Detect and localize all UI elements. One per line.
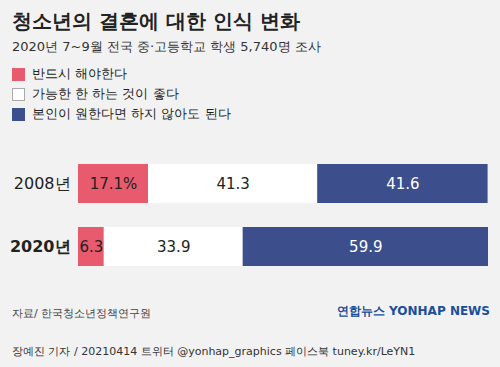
svg-text:2020년: 2020년 [10, 237, 71, 256]
svg-text:2008년: 2008년 [14, 174, 71, 193]
svg-text:41.3: 41.3 [216, 175, 249, 193]
svg-text:41.6: 41.6 [386, 175, 419, 193]
svg-text:6.3: 6.3 [79, 238, 103, 256]
html-text:가능한 한 하는 것이 좋다: 가능한 한 하는 것이 좋다 [32, 86, 179, 101]
html-text:본인이 원한다면 하지 않아도 된다: 본인이 원한다면 하지 않아도 된다 [32, 106, 231, 121]
html-text:장예진 기자 / 20210414 트위터 @yonhap_: 장예진 기자 / 20210414 트위터 @yonhap_graphics 페… [12, 345, 416, 358]
html-text:2020년 7~9월 전국 중·고등학교 학생 5,740명: 2020년 7~9월 전국 중·고등학교 학생 5,740명 조사 [12, 39, 321, 54]
html-text:연합뉴스 YONHAP NEWS: 연합뉴스 YONHAP NEWS [336, 304, 490, 318]
svg-text:59.9: 59.9 [349, 238, 382, 256]
html-text:자료/ 한국청소년정책연구원: 자료/ 한국청소년정책연구원 [12, 307, 152, 320]
html-text:청소년의 결혼에 대한 인식 변화: 청소년의 결혼에 대한 인식 변화 [12, 9, 300, 33]
svg-text:33.9: 33.9 [157, 238, 190, 256]
html-text:반드시 해야한다: 반드시 해야한다 [32, 66, 128, 81]
svg-text:17.1%: 17.1% [90, 175, 138, 193]
